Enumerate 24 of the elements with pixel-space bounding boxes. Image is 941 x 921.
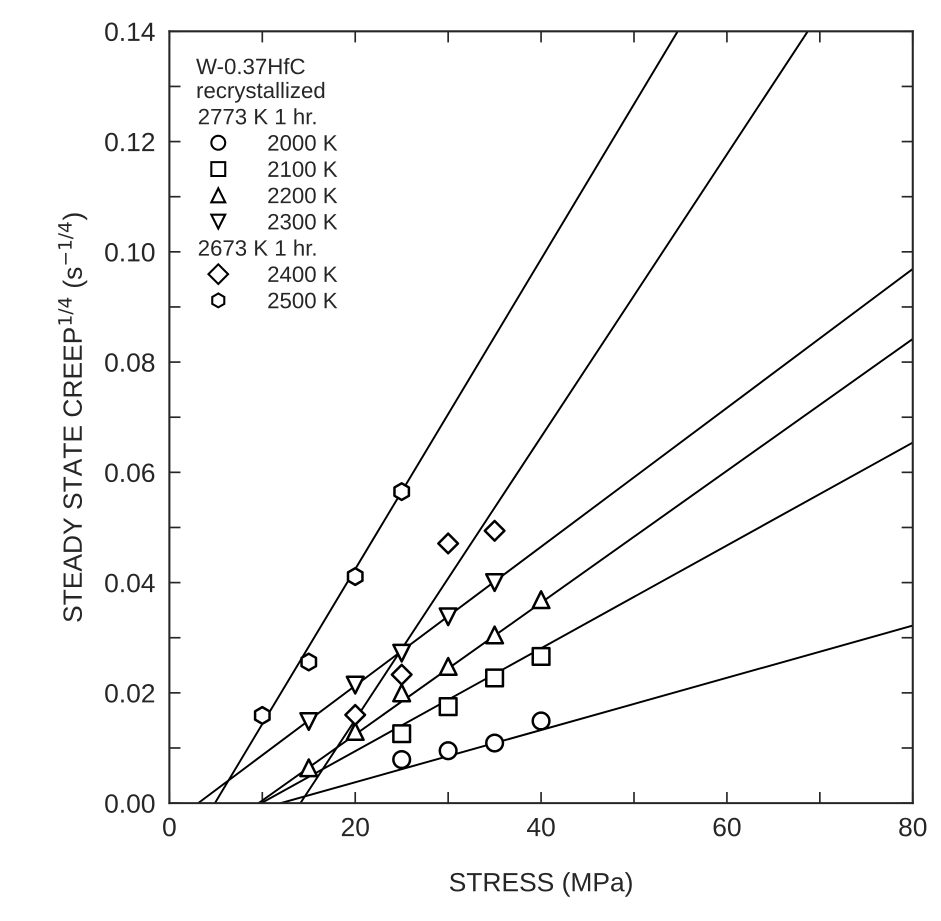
y-tick-label: 0.10 bbox=[105, 242, 154, 262]
x-tick-label: 20 bbox=[342, 818, 369, 836]
y-tick-label: 0.12 bbox=[105, 132, 154, 152]
legend-label: 2500 K bbox=[268, 292, 338, 308]
legend-label: 2300 K bbox=[268, 214, 338, 230]
x-tick-label: 60 bbox=[714, 818, 741, 836]
y-tick-label: 0.06 bbox=[105, 463, 154, 482]
x-tick-label: 80 bbox=[899, 818, 926, 836]
legend-title: W-0.37HfC recrystallized bbox=[196, 58, 324, 103]
x-tick-label: 0 bbox=[163, 818, 176, 836]
x-tick-label: 40 bbox=[527, 818, 555, 836]
legend-label: 2000 K bbox=[268, 135, 338, 151]
y-tick-label: 0.04 bbox=[105, 574, 155, 592]
y-tick-label: 0.08 bbox=[105, 353, 154, 372]
legend-label: 2100 K bbox=[268, 161, 338, 178]
y-tick-label: 0.02 bbox=[105, 684, 154, 703]
x-axis-title: STRESS (MPa) bbox=[450, 872, 632, 897]
legend-label: 2200 K bbox=[268, 188, 338, 204]
y-tick-label: 0.14 bbox=[105, 22, 155, 42]
annotation: 2773 K 1 hr. bbox=[198, 108, 316, 125]
text: 0.00 bbox=[105, 794, 154, 813]
legend-label: 2400 K bbox=[268, 266, 338, 282]
y-axis-title: STEADY STATE CREEP$^{1/4}$ (s$^{−1/4}$) bbox=[58, 213, 88, 622]
annotation: 2673 K 1 hr. bbox=[198, 240, 316, 256]
